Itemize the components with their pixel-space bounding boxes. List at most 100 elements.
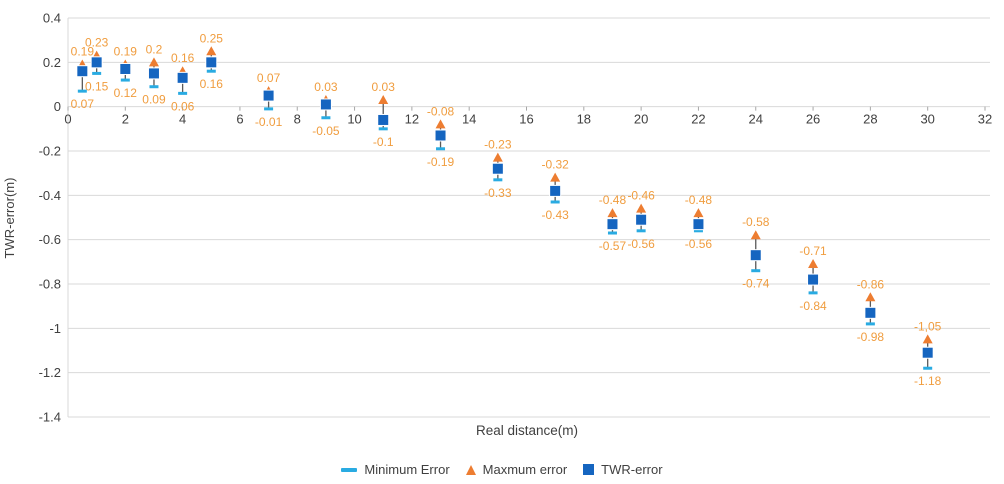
max-error-label: -0.48 [685,193,713,207]
minimum-error-marker [321,116,331,120]
min-error-label: -0.1 [373,135,394,149]
y-tick-label: -0.6 [39,232,61,247]
max-error-label: 0.07 [257,71,281,85]
maximum-error-marker [922,334,933,344]
x-tick-label: 0 [64,112,71,127]
maximum-error-marker [808,259,819,269]
min-error-label: -0.43 [541,208,569,222]
dash-icon [341,467,358,472]
x-tick-label: 10 [347,112,361,127]
x-tick-label: 20 [634,112,648,127]
y-tick-label: -1 [49,321,61,336]
x-tick-label: 28 [863,112,877,127]
max-error-label: -1,05 [914,319,942,333]
minimum-error-marker [923,366,933,370]
minimum-error-marker [120,78,130,82]
legend-item-maxmum-error: Maxmum error [465,462,567,477]
min-error-label: -0.98 [857,330,885,344]
y-tick-label: 0 [54,99,61,114]
twr-error-marker [90,56,103,69]
max-error-label: -0.32 [541,158,569,172]
y-tick-label: -0.4 [39,188,61,203]
maximum-error-marker [636,203,647,213]
maximum-error-marker [378,95,389,105]
data-points: 0.19 0.07 0.23 0.15 0.19 0.12 0.2 0.09 0.16 0.06 0… [71,31,942,388]
y-tick-label: -1.4 [39,410,61,425]
maximum-error-marker [607,208,618,218]
maximum-error-marker [206,46,217,56]
gridlines [68,17,990,418]
max-error-label: 0.23 [85,36,109,50]
x-tick-label: 32 [978,112,992,127]
twr-error-marker [549,184,562,197]
twr-error-marker [377,113,390,126]
max-error-label: -0.71 [799,244,827,258]
twr-error-marker [205,56,218,69]
x-tick-label: 26 [806,112,820,127]
twr-error-marker [434,129,447,142]
min-error-label: -0.05 [312,124,340,138]
legend-label: TWR-error [601,462,663,477]
minimum-error-marker [636,229,646,233]
x-axis-title: Real distance(m) [476,423,578,438]
plot-area: 0.40.20-0.2-0.4-0.6-0.8-1-1.2-1.40 2 4 6 8 10… [2,11,993,439]
x-tick-label: 16 [519,112,533,127]
max-error-label: 0.19 [114,45,138,59]
twr-error-marker [147,67,160,80]
max-error-label: -0.86 [857,277,885,291]
max-error-label: -0.46 [627,189,655,203]
minimum-error-marker [92,71,102,75]
min-error-label: 0.06 [171,99,195,113]
x-tick-label: 12 [405,112,419,127]
minimum-error-marker [808,291,818,295]
x-tick-label: 6 [236,112,243,127]
x-tick-label: 2 [122,112,129,127]
x-tick-label: 22 [691,112,705,127]
minimum-error-marker [865,322,875,326]
x-tick-label: 4 [179,112,186,127]
x-tick-label: 14 [462,112,476,127]
axes: 0.40.20-0.2-0.4-0.6-0.8-1-1.2-1.40 2 4 6 8 10… [39,11,993,425]
legend: Minimum Error Maxmum error TWR-error [0,450,1004,484]
min-error-label: -0.56 [627,237,655,251]
max-error-label: 0.19 [71,45,95,59]
max-error-label: -0.48 [599,193,627,207]
twr-error-marker [864,306,877,319]
minimum-error-marker [693,229,703,233]
minimum-error-marker [607,231,617,235]
min-error-label: -0.74 [742,277,770,291]
square-icon [583,464,595,475]
twr-error-marker [76,65,89,78]
y-axis-title: TWR-error(m) [2,178,17,259]
max-error-label: 0.16 [171,51,195,65]
twr-error-marker [749,249,762,262]
twr-error-marker [921,346,934,359]
minimum-error-marker [550,200,560,204]
y-tick-label: -1.2 [39,365,61,380]
y-tick-label: 0.4 [43,11,61,26]
twr-error-marker [262,89,275,102]
max-error-label: -0.23 [484,138,512,152]
min-error-label: 0.15 [85,79,109,93]
twr-error-marker [176,71,189,84]
twr-error-marker [807,273,820,286]
maximum-error-marker [435,119,446,129]
x-tick-label: 24 [749,112,763,127]
twr-error-marker [119,62,132,75]
max-error-label: 0.03 [372,80,396,94]
maximum-error-marker [148,57,159,67]
max-error-label: 0.2 [146,42,163,56]
min-error-label: -0.57 [599,239,627,253]
maximum-error-marker [693,208,704,218]
twr-error-marker [319,98,332,111]
min-error-label: 0.16 [200,77,224,91]
y-tick-label: -0.2 [39,144,61,159]
twr-error-marker [635,213,648,226]
minimum-error-marker [206,69,216,73]
minimum-error-marker [178,91,188,95]
min-error-label: -0.56 [685,237,713,251]
minimum-error-marker [149,85,159,89]
x-tick-label: 8 [294,112,301,127]
triangle-icon [465,464,476,475]
